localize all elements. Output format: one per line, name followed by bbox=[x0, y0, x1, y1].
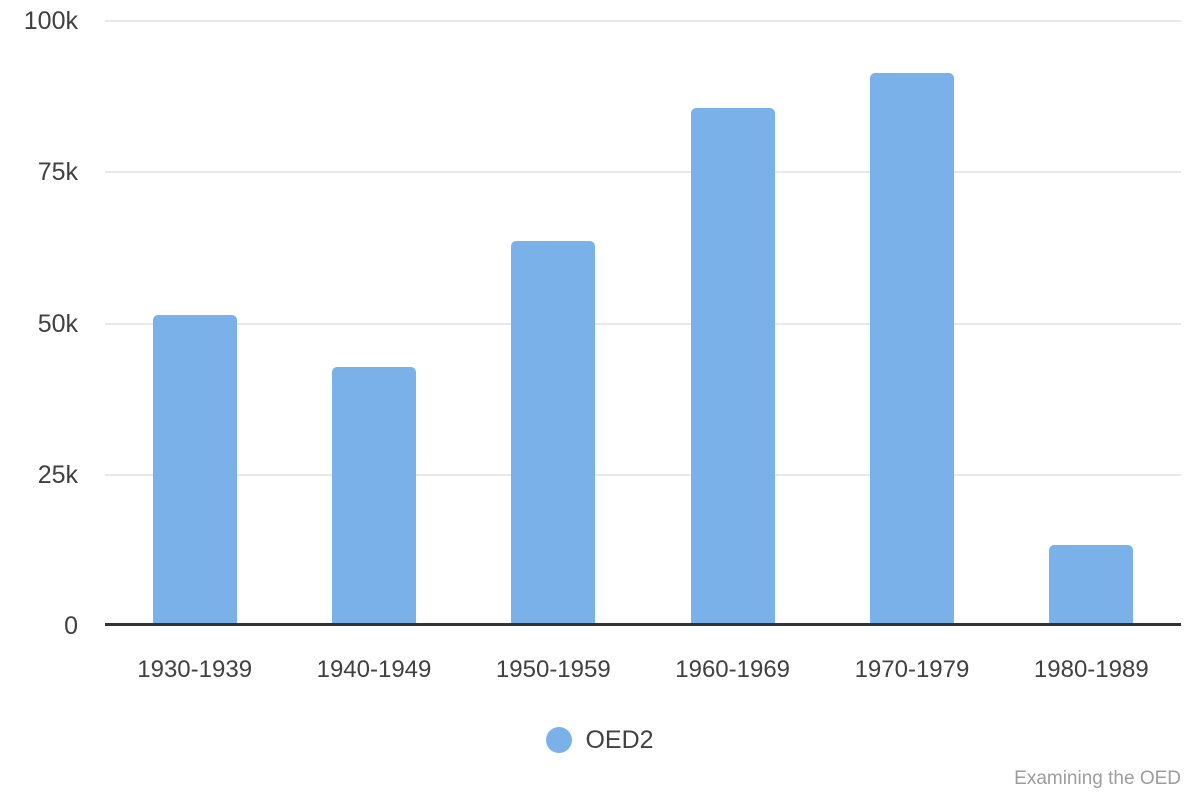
y-tick-label-25k: 25k bbox=[37, 460, 78, 489]
legend: OED2 bbox=[0, 724, 1200, 756]
x-tick-label-1950-1959: 1950-1959 bbox=[495, 656, 611, 683]
bar-slot-1960-1969 bbox=[643, 21, 822, 623]
y-tick-label-75k: 75k bbox=[37, 158, 78, 187]
bar-1950-1959[interactable] bbox=[511, 240, 596, 623]
bar-1980-1989[interactable] bbox=[1049, 545, 1134, 623]
bar-slot-1980-1989 bbox=[1002, 21, 1181, 623]
y-tick-label-100k: 100k bbox=[23, 7, 78, 35]
x-tick-label-1970-1979: 1970-1979 bbox=[854, 656, 970, 683]
legend-label-oed2: OED2 bbox=[585, 725, 654, 754]
bar-slot-1950-1959 bbox=[464, 21, 643, 623]
gridline-100k bbox=[105, 20, 1181, 22]
x-tick-label-1960-1969: 1960-1969 bbox=[675, 656, 791, 683]
bars-row bbox=[105, 21, 1181, 623]
legend-marker-oed2-icon bbox=[546, 727, 573, 753]
y-tick-label-50k: 50k bbox=[37, 309, 78, 338]
bar-1930-1939[interactable] bbox=[152, 314, 237, 623]
watermark-text: Examining the OED bbox=[1014, 768, 1181, 789]
bar-1960-1969[interactable] bbox=[690, 108, 775, 623]
gridline-75k bbox=[105, 171, 1181, 174]
y-axis: 0 25k 50k 75k 100k bbox=[0, 7, 78, 640]
bar-1970-1979[interactable] bbox=[869, 73, 954, 623]
bar-1940-1949[interactable] bbox=[331, 366, 416, 623]
bar-slot-1940-1949 bbox=[284, 21, 463, 623]
plot-area bbox=[105, 20, 1181, 626]
x-tick-label-1980-1989: 1980-1989 bbox=[1033, 656, 1149, 683]
gridline-50k bbox=[105, 322, 1181, 325]
x-tick-label-1940-1949: 1940-1949 bbox=[316, 656, 432, 683]
x-tick-label-1930-1939: 1930-1939 bbox=[137, 656, 253, 683]
bar-slot-1970-1979 bbox=[822, 21, 1001, 623]
gridline-25k bbox=[105, 473, 1181, 476]
bar-slot-1930-1939 bbox=[105, 21, 284, 623]
y-tick-label-0: 0 bbox=[64, 612, 78, 640]
x-axis: 1930-1939 1940-1949 1950-1959 1960-1969 1970… bbox=[105, 652, 1181, 688]
